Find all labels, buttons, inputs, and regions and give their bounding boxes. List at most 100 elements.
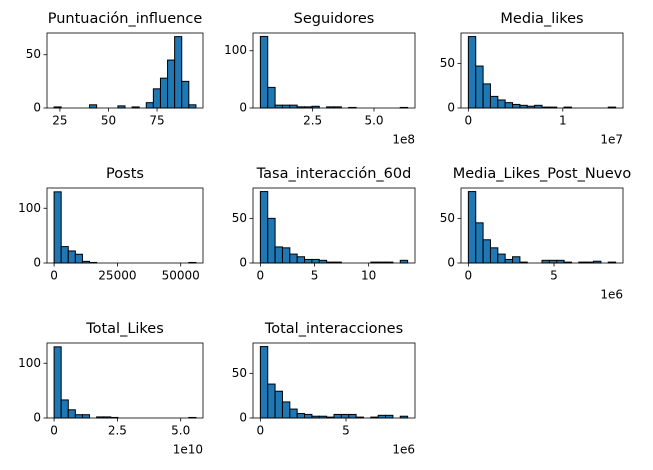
x-offset-text: 1e7 [600,133,623,147]
y-tick-label: 100 [18,356,41,370]
bar [259,346,269,419]
bar [304,258,313,264]
x-tick-label: 0 [257,269,265,283]
y-tick-label: 50 [440,56,455,70]
x-tick-label: 1 [559,114,567,128]
x-tick-label: 25 [52,114,67,128]
x-tick-label: 2.5 [303,114,322,128]
axes-frame [460,32,624,109]
y-tick-label: 0 [33,411,41,425]
bar [281,401,291,419]
y-tick-label: 100 [18,201,41,215]
bar [489,95,499,109]
axes-frame [252,342,416,419]
subplot: Seguidores 2.5 5.0 0 100 1e8 [224,11,416,147]
x-offset-text: 1e10 [173,443,203,457]
bar [504,258,514,264]
subplot: Puntuación_influence 25 50 75 0 50 [26,11,204,128]
y-tick-label: 0 [33,256,41,270]
subplot-title: Media_likes [500,11,583,27]
y-tick-label: 50 [26,47,41,61]
y-tick-label: 0 [239,411,247,425]
bar [289,408,298,419]
bar [304,413,313,419]
bar [385,414,394,419]
subplot-title: Total_Likes [85,321,164,337]
bar [259,191,269,264]
bar [377,414,387,419]
bar [556,259,565,264]
x-tick-label: 5 [342,424,350,438]
bar [53,346,62,419]
subplot: Tasa_interacción_60d 0 5 10 0 50 [232,166,416,283]
bar [174,36,183,109]
bar [482,239,491,264]
bar [512,256,521,264]
bar [504,102,514,109]
bar [311,258,320,264]
subplot-title: Tasa_interacción_60d [256,166,412,182]
axes-frame [252,187,416,264]
bar [497,253,506,264]
bar [159,77,169,109]
bar [81,414,91,419]
x-tick-label: 0 [465,269,473,283]
x-tick-label: 50 [101,114,116,128]
bar [259,35,269,109]
x-offset-text: 1e6 [600,288,623,302]
x-tick-label: 0 [50,424,58,438]
bar [541,259,550,264]
bar [274,390,283,419]
bar [482,83,491,109]
x-tick-label: 5 [311,269,319,283]
bar [274,104,283,109]
y-tick-label: 0 [447,101,455,115]
y-tick-label: 50 [232,211,247,225]
x-tick-label: 0 [465,114,473,128]
x-tick-label: 5.0 [364,114,383,128]
bar [53,191,62,264]
bar [274,246,283,264]
axes-frame [46,187,204,264]
bar [67,409,76,419]
bar [74,414,83,419]
bar [267,86,276,109]
bar [534,104,543,109]
bar [267,383,276,419]
bar [519,104,528,109]
bar [497,99,506,109]
y-tick-label: 0 [447,256,455,270]
bar [296,256,306,264]
bar [181,80,190,109]
bar [467,191,477,264]
subplot-title: Media_Likes_Post_Nuevo [453,166,632,182]
bar [512,103,521,109]
x-tick-label: 0 [257,424,265,438]
x-tick-label: 5.0 [171,424,190,438]
bar [281,247,291,264]
bar [340,413,350,419]
subplot-title: Posts [106,166,144,182]
bar [167,59,176,109]
bar [89,104,98,109]
y-tick-label: 50 [232,366,247,380]
bar [267,217,276,264]
bar [475,222,484,264]
bar [188,104,197,109]
bar [399,259,409,264]
bar [67,250,76,264]
y-tick-label: 0 [239,256,247,270]
x-tick-label: 0 [50,269,58,283]
bar [318,259,328,264]
subplot: Media_likes 0 1 0 50 1e7 [440,11,624,147]
x-tick-label: 5 [550,269,558,283]
bar [281,104,291,109]
y-tick-label: 0 [33,101,41,115]
subplot: Total_Likes 0 2.5 5.0 0 100 1e10 [18,321,204,457]
x-offset-text: 1e6 [392,443,415,457]
bar [467,36,477,109]
